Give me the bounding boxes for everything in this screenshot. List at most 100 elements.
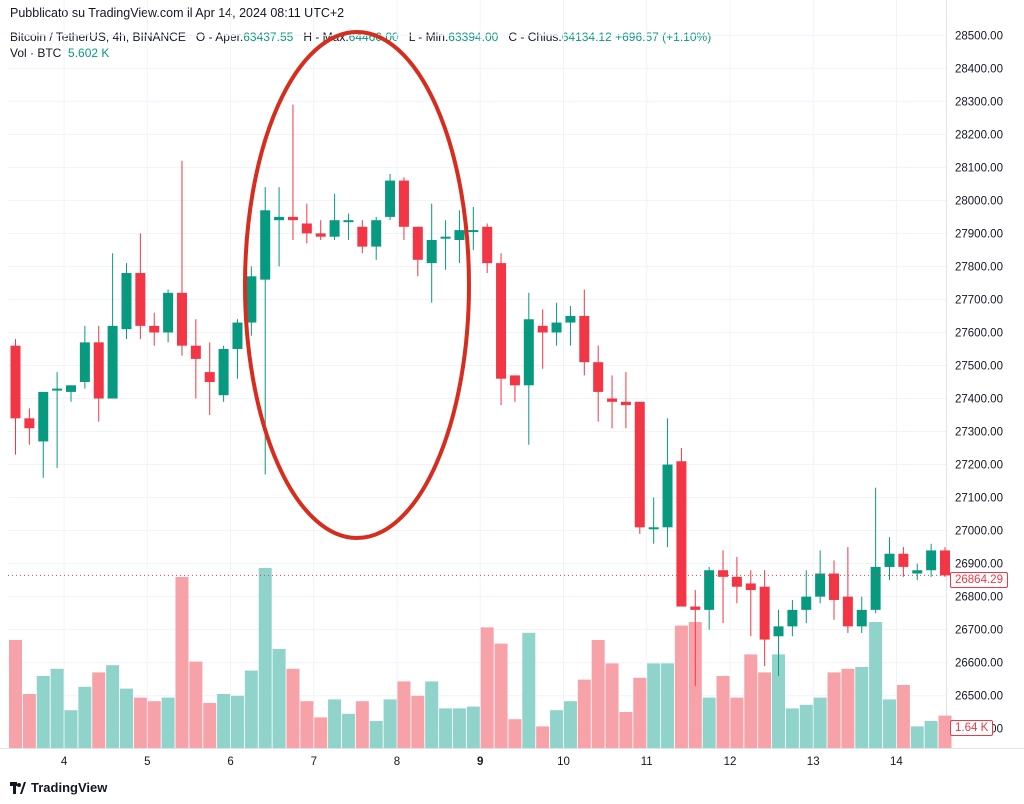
volume-bar [813, 697, 827, 748]
x-tick-label: 9 [477, 756, 483, 768]
volume-bar [425, 681, 439, 748]
volume-bar [272, 649, 286, 748]
tradingview-brand[interactable]: TradingView [10, 780, 107, 795]
volume-legend: Vol · BTC 5.602 K [10, 46, 109, 60]
x-tick-label: 13 [807, 756, 820, 768]
volume-bar [244, 670, 258, 748]
low-value: 63394.00 [448, 30, 499, 44]
candle-body [329, 220, 340, 237]
volume-bar [9, 640, 22, 748]
volume-bar [78, 686, 92, 748]
brand-label: TradingView [31, 780, 108, 795]
candle-body [634, 401, 645, 528]
y-tick-label: 27100.00 [955, 493, 1003, 505]
candle-body [232, 322, 243, 349]
x-tick-label: 5 [144, 756, 150, 768]
x-tick-label: 11 [641, 756, 653, 768]
y-tick-label: 26900.00 [955, 559, 1003, 571]
x-tick-label: 4 [61, 756, 68, 768]
candle-body [149, 325, 160, 333]
candle-body [163, 292, 174, 333]
candle-body [829, 573, 840, 600]
candle-body [496, 263, 507, 379]
candle-body [718, 570, 729, 577]
high-label: H - Max. [303, 30, 349, 44]
x-tick-label: 14 [890, 756, 903, 768]
tradingview-logo-icon [10, 781, 26, 794]
candle-body [940, 550, 950, 576]
volume-bar [341, 713, 355, 748]
volume-bar [674, 625, 688, 748]
candle-body [93, 342, 104, 399]
x-tick-label: 8 [394, 756, 400, 768]
candle-body [65, 385, 76, 392]
y-tick-label: 28000.00 [955, 195, 1003, 207]
candle-body [287, 216, 298, 221]
candle-body [274, 216, 285, 221]
y-tick-label: 27900.00 [955, 228, 1003, 240]
x-tick-label: 7 [311, 756, 317, 768]
y-tick-label: 27700.00 [955, 294, 1003, 306]
candle-body [662, 464, 673, 528]
candle-body [745, 583, 756, 591]
y-tick-label: 26800.00 [955, 592, 1003, 604]
volume-bar [550, 710, 564, 748]
volume-bar [494, 643, 508, 748]
candle-body [190, 345, 201, 359]
volume-bar [92, 672, 106, 748]
volume-bar [147, 701, 161, 748]
volume-bar [661, 663, 675, 748]
volume-bar [189, 661, 203, 748]
volume-bar [439, 708, 453, 748]
y-tick-label: 28500.00 [955, 30, 1003, 42]
volume-bar [369, 721, 383, 748]
y-tick-label: 27500.00 [955, 360, 1003, 372]
candle-body [135, 273, 146, 326]
candle-body [260, 210, 271, 280]
candle-body [38, 391, 49, 442]
y-tick-label: 26600.00 [955, 658, 1003, 670]
volume-bar [452, 708, 466, 748]
volume-bar [230, 695, 244, 748]
y-tick-label: 27200.00 [955, 460, 1003, 472]
candle-body [815, 573, 826, 597]
candle-body [385, 180, 396, 217]
volume-bar [175, 577, 189, 748]
y-tick-label: 26500.00 [955, 691, 1003, 703]
candle-body [731, 576, 742, 587]
candle-body [218, 348, 229, 396]
volume-bar [896, 685, 910, 748]
volume-bar [647, 663, 661, 748]
candle-body [176, 292, 187, 346]
volume-bar [203, 703, 217, 748]
candle-body [426, 240, 437, 264]
candle-body [704, 570, 715, 610]
y-tick-label: 27000.00 [955, 526, 1003, 538]
annotation-ellipse [243, 30, 471, 540]
close-value: 64134.12 [561, 30, 612, 44]
volume-bar [328, 699, 342, 748]
y-tick-label: 28100.00 [955, 162, 1003, 174]
candle-body [593, 362, 604, 392]
x-tick-label: 10 [557, 756, 570, 768]
candle-body [24, 418, 35, 429]
volume-bar [466, 706, 480, 748]
candle-body [79, 342, 90, 382]
volume-bar [508, 719, 522, 748]
candle-body [884, 553, 895, 567]
candle-body [842, 596, 853, 627]
candle-body [52, 388, 63, 391]
published-line: Pubblicato su TradingView.com il Apr 14,… [10, 6, 345, 20]
volume-bar [910, 726, 924, 748]
volume-bar [869, 622, 883, 748]
volume-bar [300, 701, 314, 748]
volume-bar [605, 663, 619, 748]
candle-body [398, 180, 409, 227]
candle-body [856, 609, 867, 627]
volume-bar [883, 699, 897, 748]
volume-bar [563, 701, 577, 748]
volume-bar [133, 697, 147, 748]
y-tick-label: 26700.00 [955, 625, 1003, 637]
y-tick-label: 28400.00 [955, 63, 1003, 75]
